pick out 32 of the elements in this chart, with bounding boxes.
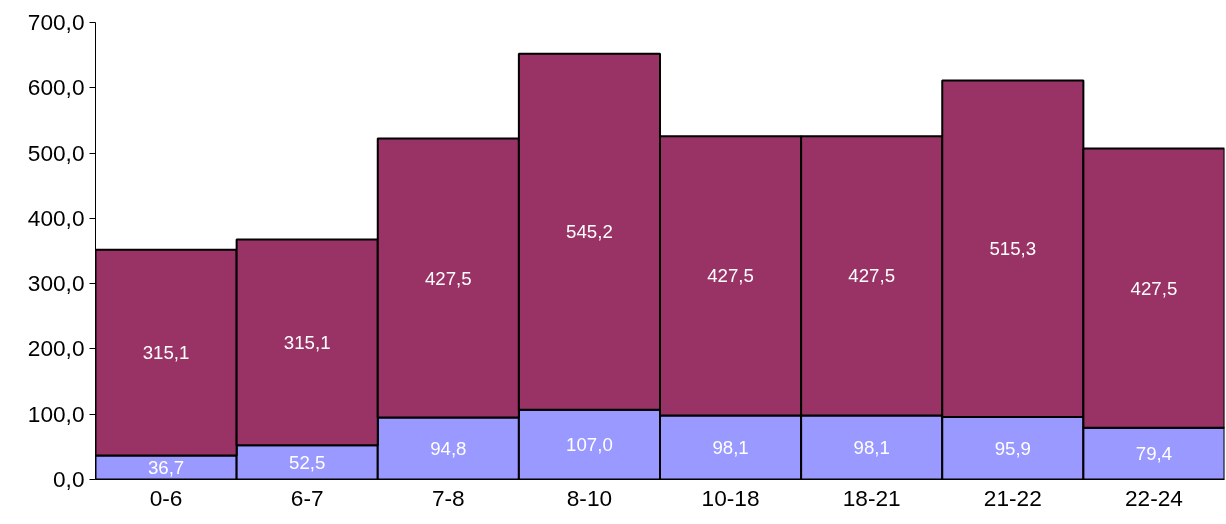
data-label: 94,8 (430, 438, 467, 460)
data-label: 515,3 (989, 238, 1037, 260)
data-label: 95,9 (994, 437, 1031, 459)
data-label: 36,7 (147, 457, 185, 479)
data-label: 427,5 (848, 265, 896, 287)
data-label: 52,5 (289, 451, 326, 473)
y-tick-label: 300,0 (27, 270, 85, 297)
x-tick-label: 6-7 (290, 484, 324, 511)
y-tick-label: 500,0 (27, 139, 85, 166)
x-tick-label: 21-22 (983, 484, 1042, 511)
y-tick-label: 600,0 (27, 74, 85, 101)
y-tick-label: 400,0 (27, 204, 85, 231)
data-label: 98,1 (853, 436, 890, 458)
data-label: 427,5 (424, 267, 472, 289)
data-label: 107,0 (566, 434, 613, 456)
data-label: 98,1 (712, 436, 749, 458)
x-tick-label: 0-6 (149, 484, 183, 511)
x-tick-label: 22-24 (1124, 484, 1183, 511)
x-tick-label: 8-10 (566, 484, 613, 511)
data-label: 427,5 (707, 265, 754, 287)
data-label: 427,5 (1130, 277, 1178, 299)
y-tick-label: 0,0 (53, 466, 85, 492)
x-tick-label: 18-21 (842, 484, 901, 511)
x-tick-label: 7-8 (431, 484, 465, 511)
data-label: 315,1 (142, 342, 190, 364)
y-tick-label: 200,0 (27, 335, 85, 362)
y-tick-label: 100,0 (27, 400, 85, 427)
y-tick-label: 700,0 (27, 9, 85, 35)
data-label: 315,1 (283, 331, 331, 353)
data-label: 545,2 (566, 221, 613, 243)
x-tick-label: 10-18 (701, 484, 760, 511)
data-label: 79,4 (1135, 443, 1173, 465)
